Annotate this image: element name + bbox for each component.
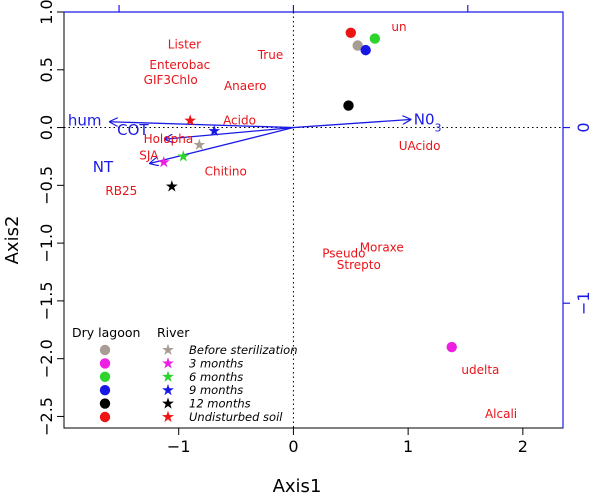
vector-label-subscript: 3 xyxy=(435,121,442,134)
y-tick-label: −2.0 xyxy=(37,339,56,378)
species-label: Lister xyxy=(168,37,201,51)
vector-arrow xyxy=(293,119,410,129)
species-label: Enterobac xyxy=(149,58,210,72)
river-point xyxy=(208,124,221,137)
x-tick-label: 2 xyxy=(518,437,528,456)
y-tick-label: −1.0 xyxy=(37,224,56,263)
legend-star-marker xyxy=(162,410,174,423)
species-label: SJA xyxy=(139,148,159,162)
species-label: Holopha xyxy=(144,132,194,146)
vector-label: N03 xyxy=(414,110,442,134)
legend-star-marker xyxy=(162,343,174,356)
legend-entry-label: 12 months xyxy=(189,397,251,411)
legend-entry-label: 9 months xyxy=(189,383,243,397)
species-label: GIF3Chlo xyxy=(144,73,198,87)
vector-arrow xyxy=(165,126,294,140)
y-tick-label: −0.5 xyxy=(37,166,56,205)
legend-circle-marker xyxy=(99,411,111,423)
river-point xyxy=(193,138,206,150)
reference-lines xyxy=(64,12,563,428)
legend-star-marker xyxy=(162,384,174,396)
x-tick-label: −1 xyxy=(167,437,191,456)
legend-circle-marker xyxy=(99,398,111,409)
legend-entry-label: 6 months xyxy=(189,370,243,384)
x-tick-label: 1 xyxy=(403,437,413,456)
species-label: UAcido xyxy=(399,139,441,153)
species-label: Chitino xyxy=(205,164,247,178)
legend-circle-marker xyxy=(99,344,111,356)
legend-entry-label: Before sterilization xyxy=(189,343,298,357)
plot-frame-layer xyxy=(63,11,564,429)
y-tick-label: −1.5 xyxy=(37,281,56,320)
dry-lagoon-point xyxy=(369,33,381,44)
legend-entry-label: 3 months xyxy=(189,356,243,370)
species-label: Alcali xyxy=(485,407,517,421)
vector-arrow xyxy=(150,126,294,164)
legend-header-river: River xyxy=(157,325,190,340)
river-point xyxy=(157,156,170,168)
x-axis-title: Axis1 xyxy=(273,476,322,497)
species-label: Anaero xyxy=(224,79,267,93)
legend-circle-marker xyxy=(99,358,111,369)
legend-header-dry-lagoon: Dry lagoon xyxy=(72,325,140,340)
river-point xyxy=(165,180,178,192)
dry-lagoon-point xyxy=(360,44,371,56)
vector-label: COT xyxy=(117,121,149,139)
legend-circle-marker xyxy=(99,385,111,396)
y-tick-label: 0.0 xyxy=(37,115,56,140)
environmental-vectors: hum COT NT N03 xyxy=(68,110,442,175)
legend-star-marker xyxy=(162,397,174,409)
axes: −1 0 1 2 1.0 0.5 0.0 −0.5 −1.0 −1.5 −2.0 −2.5 0 −1 xyxy=(37,0,593,456)
species-label: Pseudo xyxy=(322,247,365,261)
x-tick-label: 0 xyxy=(288,437,298,456)
y-tick-label: 0.5 xyxy=(37,57,56,82)
vector-arrow xyxy=(110,122,294,129)
right-tick-label: 0 xyxy=(574,122,593,132)
legend-circle-marker xyxy=(99,371,111,382)
vector-label: NT xyxy=(93,158,114,176)
species-label: True xyxy=(257,48,284,62)
legend-star-marker xyxy=(162,357,174,369)
dry-lagoon-point xyxy=(446,341,457,353)
sample-points xyxy=(157,27,457,353)
y-tick-label: −2.5 xyxy=(37,397,56,436)
right-tick-label: −1 xyxy=(574,291,593,315)
dry-lagoon-point xyxy=(345,27,356,38)
species-label: udelta xyxy=(461,363,499,377)
y-axis-title: Axis2 xyxy=(2,216,23,265)
species-label: RB25 xyxy=(105,184,137,198)
vector-label: hum xyxy=(68,112,102,130)
river-point xyxy=(177,150,190,162)
y-tick-label: 1.0 xyxy=(37,0,56,25)
river-point xyxy=(184,114,197,126)
legend-star-marker xyxy=(162,370,174,382)
species-label: Acido xyxy=(223,114,256,128)
species-label: Moraxe xyxy=(360,241,404,255)
species-label: un xyxy=(391,20,406,34)
dry-lagoon-point xyxy=(352,40,363,51)
legend-entry-label: Undisturbed soil xyxy=(189,410,283,424)
species-label: Strepto xyxy=(337,258,381,272)
dry-lagoon-point xyxy=(343,100,354,111)
